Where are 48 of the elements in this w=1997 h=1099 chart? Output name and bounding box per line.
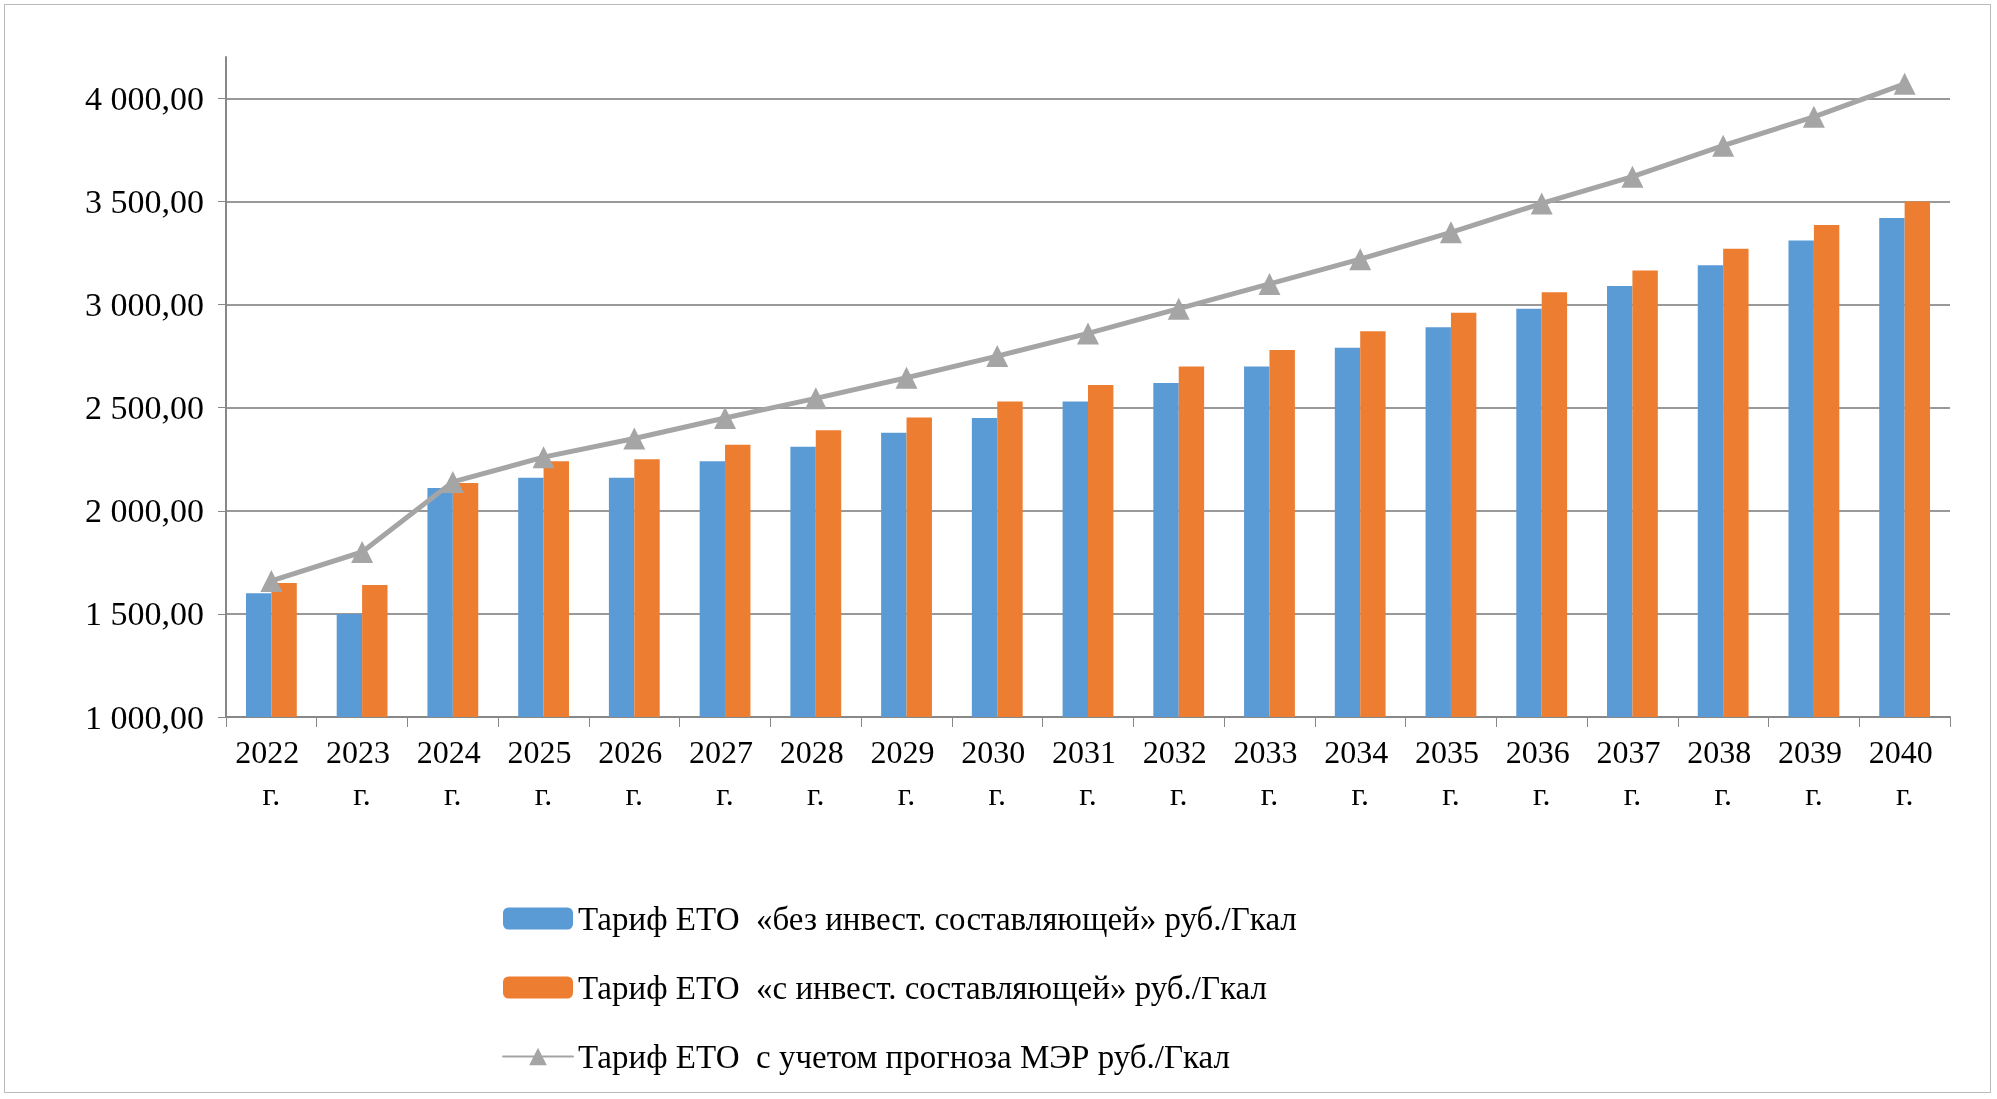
point [804,387,827,410]
point [1167,297,1190,320]
x-tick-label: 2022 г. [235,734,308,812]
legend-label: Тариф ЕТО «с инвест. составляющей» руб./Гкал [578,969,1268,1006]
y-tick-label: 3 000,00 [85,286,204,323]
point [351,541,374,563]
point [1893,72,1916,95]
x-tick-label: 2030 г. [961,734,1034,812]
y-tick-label: 4 000,00 [85,79,204,117]
point [1439,221,1462,244]
x-tick-label: 2032 г. [1142,734,1215,812]
x-tick-label: 2028 г. [779,734,852,812]
point [1077,322,1099,345]
point [1349,248,1372,271]
x-tick-label: 2027 г. [689,734,762,812]
x-tick-label: 2039 г. [1777,734,1850,812]
x-tick-label: 2024 г. [416,734,489,812]
x-tick-label: 2037 г. [1596,734,1669,812]
point [714,406,737,429]
y-tick-label: 2 500,00 [85,389,204,427]
x-tick-label: 2033 г. [1233,734,1306,812]
point [1530,192,1553,215]
x-tick-label: 2036 г. [1505,734,1578,812]
y-tick-label: 3 500,00 [85,182,204,220]
point [260,569,283,592]
point [1621,165,1644,188]
point [532,446,555,469]
x-tick-label: 2038 г. [1687,734,1760,812]
point [1712,134,1735,157]
legend-label: Тариф ЕТО с учетом прогноза МЭР руб./Гкал [578,1038,1230,1075]
point [986,345,1009,368]
legend-label: Тариф ЕТО «без инвест. составляющей» руб./Гкал [578,900,1297,937]
point [441,470,464,493]
x-tick-label: 2026 г. [598,734,671,812]
x-tick-label: 2035 г. [1414,734,1487,812]
x-tick-label: 2040 г. [1868,734,1941,812]
x-tick-label: 2029 г. [870,734,943,812]
x-tick-label: 2025 г. [507,734,580,812]
y-tick-label: 1 500,00 [85,595,204,633]
point [1802,105,1825,128]
x-tick-label: 2034 г. [1324,734,1397,812]
point [623,427,646,450]
y-tick-label: 2 000,00 [85,492,204,530]
y-tick-label: 1 000,00 [85,698,204,736]
x-tick-label: 2023 г. [326,734,399,812]
x-tick-label: 2031 г. [1052,734,1124,812]
point [895,366,918,389]
point [1258,272,1281,295]
